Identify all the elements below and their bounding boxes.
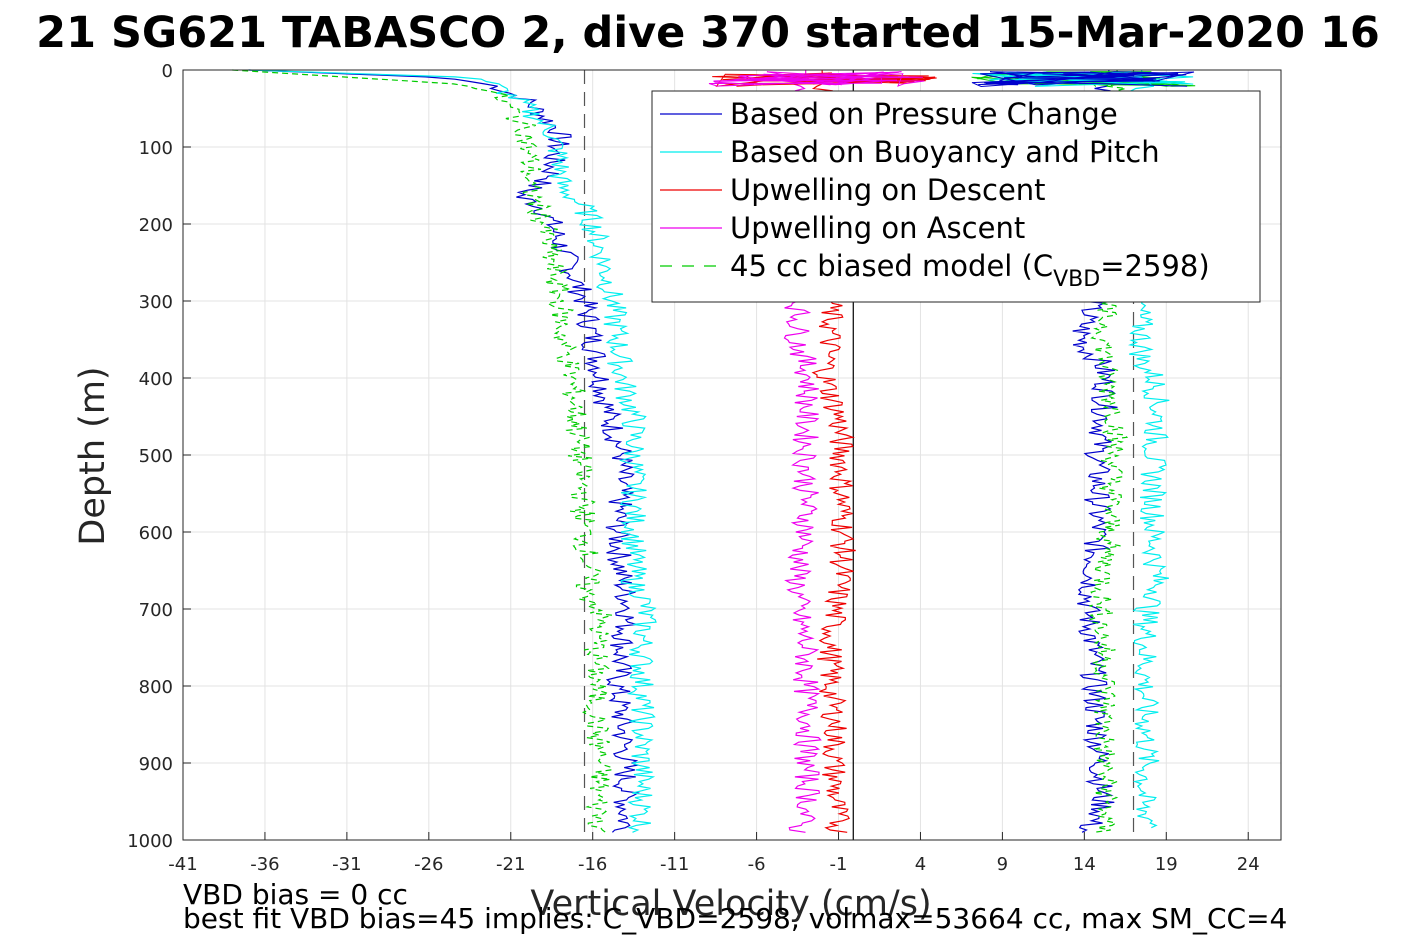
y-axis-label: Depth (m)	[73, 366, 113, 545]
y-tick-label: 200	[139, 215, 173, 236]
x-tick-label: -1	[830, 854, 848, 875]
surface-spike-trace	[708, 71, 925, 87]
x-tick-label: 19	[1155, 854, 1178, 875]
x-tick-label: -31	[332, 854, 361, 875]
series-4-ascent	[1088, 69, 1129, 833]
x-tick-label: -11	[660, 854, 689, 875]
surface-spike-trace	[971, 71, 1195, 88]
legend-label-subscript: VBD	[1053, 267, 1100, 292]
legend: Based on Pressure Change Based on Buoyanc…	[651, 90, 1261, 303]
y-tick-label: 700	[139, 600, 173, 621]
x-tick-label: -16	[578, 854, 607, 875]
x-tick-label: -36	[250, 854, 279, 875]
x-tick-label: 14	[1073, 854, 1096, 875]
legend-box	[651, 90, 1261, 303]
legend-label: Based on Buoyancy and Pitch	[730, 135, 1160, 169]
x-tick-label: -26	[414, 854, 443, 875]
footer-line-1: VBD bias = 0 cc	[183, 878, 408, 911]
series-1-descent	[248, 69, 657, 833]
y-tick-label: 400	[139, 369, 173, 390]
legend-label: Upwelling on Ascent	[730, 211, 1025, 245]
y-tick-label: 900	[139, 754, 173, 775]
x-tick-label: 24	[1237, 854, 1260, 875]
x-tick-label: -6	[748, 854, 766, 875]
y-tick-label: 100	[139, 138, 173, 159]
series-0-descent	[248, 69, 640, 833]
y-tick-label: 300	[139, 292, 173, 313]
y-tick-label: 600	[139, 523, 173, 544]
legend-label: 45 cc biased model (CVBD=2598)	[730, 249, 1210, 292]
x-axis-label: Vertical Velocity (cm/s)	[530, 884, 931, 924]
series-4-descent	[232, 69, 614, 833]
chart-title: 21 SG621 TABASCO 2, dive 370 started 15-…	[36, 8, 1380, 58]
tick-labels: -41 -36 -31 -26 -21 -16 -11 -6 -1 4 9 14 19 24 0 100 200…	[127, 61, 1259, 875]
x-tick-label: -21	[496, 854, 525, 875]
legend-label: Upwelling on Descent	[730, 173, 1046, 207]
x-tick-label: 4	[915, 854, 926, 875]
y-tick-label: 1000	[127, 831, 173, 852]
x-tick-label: 9	[997, 854, 1008, 875]
y-tick-label: 0	[162, 61, 173, 82]
legend-label-main: 45 cc biased model (C	[730, 249, 1053, 283]
y-tick-label: 800	[139, 677, 173, 698]
footer-line-2: best fit VBD bias=45 implies: C_VBD=2598…	[183, 902, 1287, 935]
legend-label-end: =2598)	[1100, 249, 1209, 283]
x-tick-label: -41	[168, 854, 197, 875]
legend-label: Based on Pressure Change	[730, 97, 1118, 131]
y-tick-label: 500	[139, 446, 173, 467]
